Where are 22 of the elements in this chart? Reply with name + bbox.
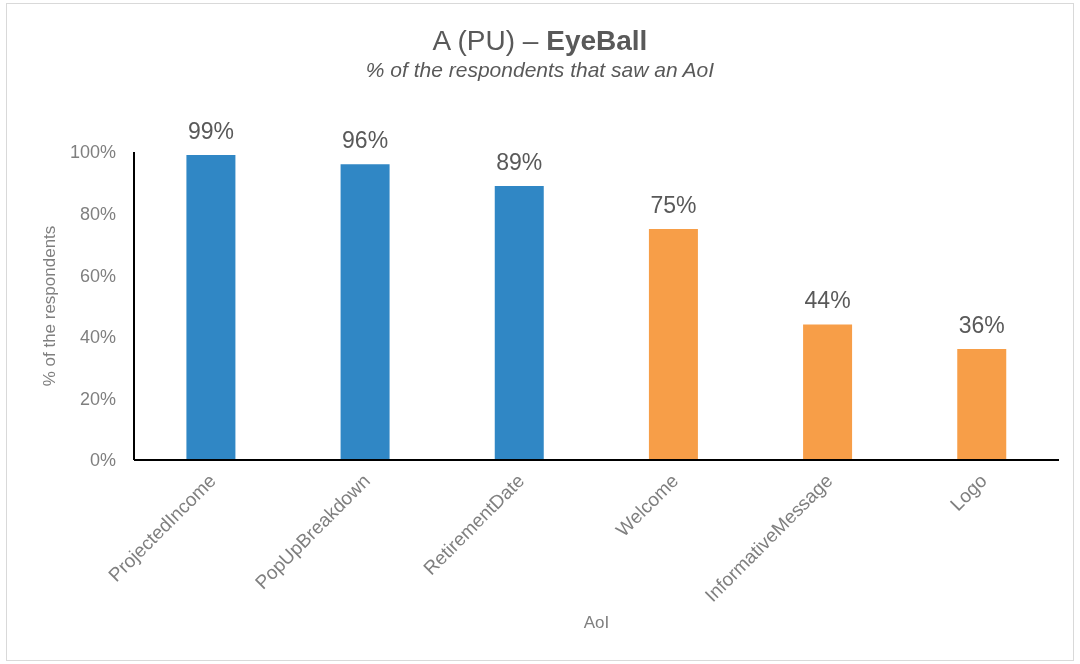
bar — [186, 155, 236, 460]
y-tick-label: 20% — [79, 388, 116, 409]
y-tick-label: 100% — [69, 142, 116, 163]
bar — [803, 324, 853, 460]
y-tick-label: 0% — [89, 450, 116, 471]
data-label: 89% — [496, 148, 543, 175]
y-tick-label: 80% — [79, 203, 116, 224]
bar — [494, 185, 544, 460]
chart-title: A (PU) – EyeBall — [432, 25, 648, 56]
x-axis-title: AoI — [582, 613, 611, 633]
y-tick-label: 40% — [79, 327, 116, 348]
data-label: 99% — [187, 118, 234, 145]
y-tick-label: 60% — [79, 265, 116, 286]
data-label: 75% — [650, 192, 697, 218]
data-label: 44% — [804, 287, 851, 314]
bar — [957, 349, 1007, 460]
y-axis-title: % of the respondents — [40, 225, 60, 387]
data-label: 96% — [342, 127, 389, 154]
chart-subtitle: % of the respondents that saw an AoI — [364, 58, 716, 82]
bar — [648, 229, 698, 460]
bar — [340, 164, 390, 460]
data-label: 36% — [958, 312, 1005, 339]
